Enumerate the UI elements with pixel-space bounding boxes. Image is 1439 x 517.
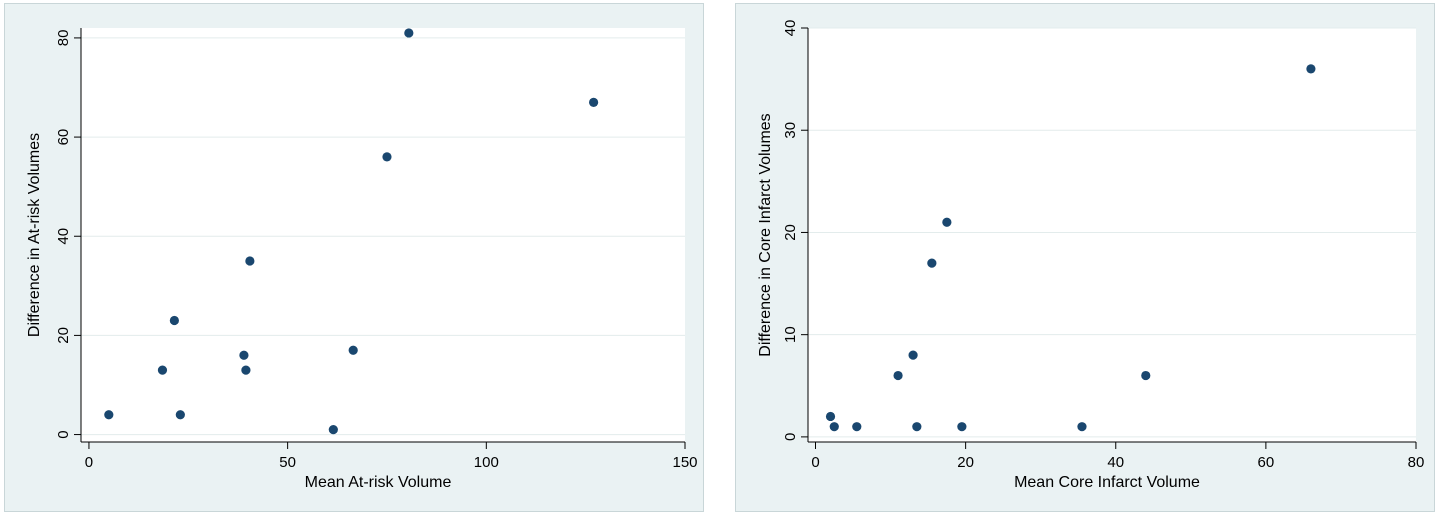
data-point — [942, 217, 952, 227]
y-axis-title: Difference in At-risk Volumes — [26, 133, 43, 337]
data-point — [175, 410, 185, 420]
x-tick-label: 60 — [1258, 454, 1275, 471]
data-point — [829, 422, 839, 432]
y-tick-label: 10 — [782, 326, 799, 343]
x-tick-label: 150 — [672, 454, 697, 471]
y-tick-label: 80 — [55, 30, 72, 47]
data-point — [157, 365, 168, 375]
data-point — [589, 97, 599, 107]
data-point — [169, 315, 179, 326]
x-tick-label: 0 — [811, 454, 819, 471]
x-tick-label: 100 — [474, 454, 499, 471]
y-tick-label: 20 — [55, 327, 72, 344]
y-tick-label: 0 — [55, 430, 72, 438]
y-axis-title: Difference in Core Infarct Volumes — [757, 113, 774, 356]
x-axis-title: Mean Core Infarct Volume — [1014, 474, 1200, 491]
data-point — [908, 350, 918, 360]
scatter-chart-core-infarct: 0 20 40 60 80 0 10 20 30 40 Mean Core Infarct Volu… — [735, 3, 1435, 512]
data-point — [348, 345, 358, 355]
data-point — [1306, 64, 1316, 74]
chart-svg: 0 20 40 60 80 0 10 20 30 40 Mean Core Infarct Volu… — [757, 20, 1425, 491]
data-point — [241, 365, 251, 375]
data-point — [328, 425, 338, 435]
y-tick-label: 30 — [782, 122, 799, 139]
x-tick-label: 80 — [1408, 454, 1425, 471]
plot-area — [81, 28, 685, 442]
data-point — [1141, 370, 1151, 381]
data-point — [104, 410, 114, 420]
y-tick-label: 40 — [782, 20, 799, 37]
y-tick-label: 40 — [55, 228, 72, 245]
y-tick-label: 60 — [55, 129, 72, 146]
data-point — [239, 350, 249, 360]
x-tick-label: 20 — [957, 454, 974, 471]
plot-area — [808, 28, 1416, 442]
data-point — [1077, 422, 1087, 432]
data-point — [825, 411, 836, 422]
x-tick-label: 50 — [279, 454, 296, 471]
data-point — [912, 422, 922, 432]
data-point — [927, 258, 937, 268]
data-point — [852, 422, 862, 432]
data-point — [404, 28, 414, 38]
y-tick-label: 20 — [782, 224, 799, 241]
data-point — [245, 256, 255, 266]
chart-svg: 0 50 100 150 0 20 40 60 80 Mean At-risk Volume Dif… — [26, 28, 698, 491]
data-point — [957, 422, 967, 432]
x-tick-label: 40 — [1107, 454, 1124, 471]
data-point — [893, 370, 903, 381]
x-tick-label: 0 — [85, 454, 93, 471]
y-tick-label: 0 — [782, 433, 799, 441]
x-axis-title: Mean At-risk Volume — [305, 474, 452, 491]
scatter-chart-at-risk: 0 50 100 150 0 20 40 60 80 Mean At-risk Volume Dif… — [4, 3, 704, 512]
data-point — [382, 152, 392, 162]
